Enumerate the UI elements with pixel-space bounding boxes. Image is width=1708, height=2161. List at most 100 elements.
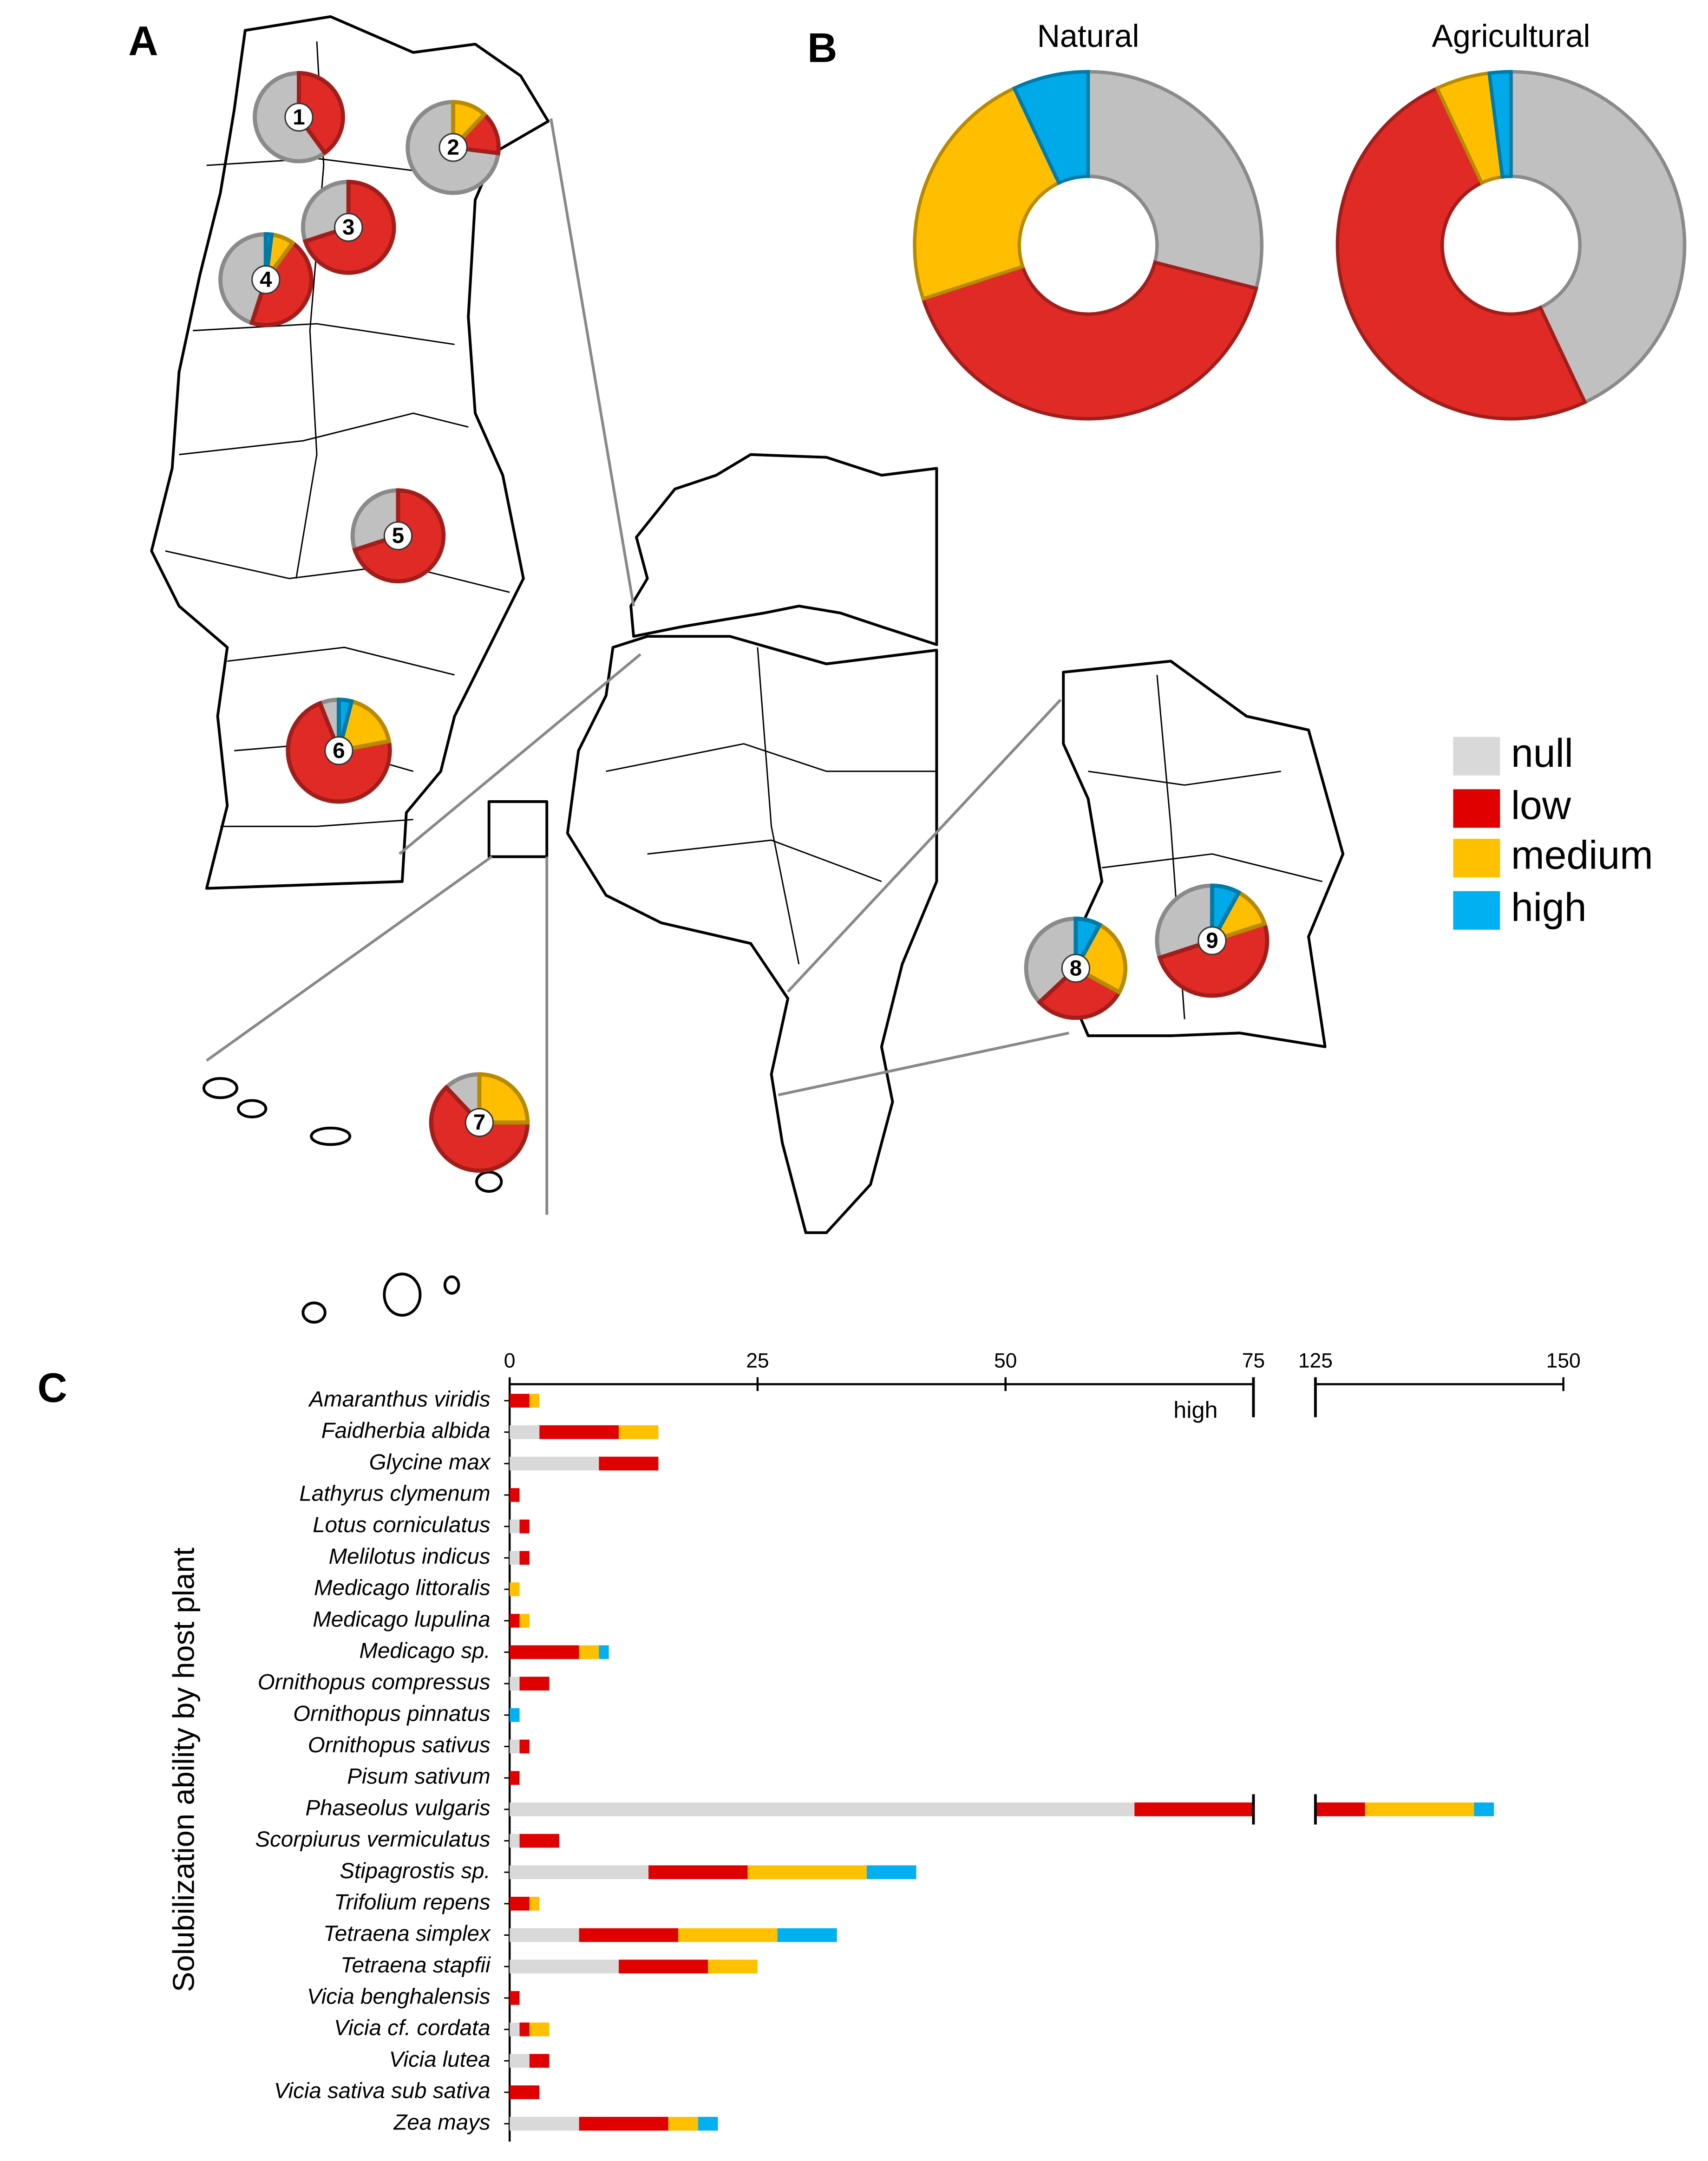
bar-segment [619, 1959, 708, 1974]
district-lines [165, 550, 510, 593]
bar-part [510, 1488, 520, 1502]
bar-segment [510, 1834, 520, 1848]
bar-segment [510, 1991, 520, 2005]
bar-segment [1134, 1802, 1365, 1816]
y-tick-label: Vicia lutea [389, 2047, 491, 2072]
bar-segment [519, 1739, 530, 1754]
island [237, 1099, 268, 1119]
y-tick-label: Pisum sativum [347, 1764, 490, 1789]
bar-part [648, 1865, 748, 1880]
donut-title: Agricultural [1432, 19, 1590, 54]
pie-wedge [218, 232, 268, 326]
bar-segment [599, 1645, 609, 1659]
y-tick-label: Vicia cf. cordata [334, 2016, 491, 2040]
pie-center [438, 133, 468, 162]
y-tick-label: Tetraena stapfii [340, 1953, 491, 1978]
bar-part [510, 1677, 520, 1691]
site-label: 5 [392, 523, 404, 548]
legend-swatch [1453, 789, 1500, 828]
bar-part [529, 2022, 550, 2037]
y-tick-label: Vicia sativa sub sativa [274, 2079, 491, 2103]
portugal-outline [150, 15, 550, 890]
y-tick-label: Lotus corniculatus [313, 1513, 490, 1537]
site-label: 8 [1070, 956, 1082, 980]
y-axis-label: Solubilization ability by host plant [167, 1547, 201, 1992]
bar-segment [510, 1456, 599, 1471]
bar-part [510, 1645, 579, 1659]
bar-segment [519, 2022, 530, 2037]
bar-segment [619, 1425, 659, 1439]
bar-segment [866, 1865, 916, 1880]
bar-segment [648, 1865, 748, 1880]
y-tick-label: Scorpiurus vermiculatus [255, 1827, 490, 1852]
bar-part [510, 1582, 520, 1596]
bar-segment [747, 1865, 867, 1880]
district-lines [179, 412, 469, 456]
bar-segment [510, 1425, 540, 1439]
y-tick-label: Melilotus indicus [329, 1544, 491, 1569]
bar-segment [510, 1645, 579, 1659]
bar-part [519, 1551, 530, 1565]
pie-wedge [336, 699, 392, 753]
legend-label: low [1511, 783, 1571, 828]
pie-wedge [913, 86, 1061, 301]
bar-part [510, 1551, 520, 1565]
bar-part [519, 1613, 530, 1628]
site-label: 7 [473, 1110, 485, 1135]
bar-segment [510, 2054, 530, 2068]
donut-title: Natural [1037, 19, 1139, 54]
x-tick-label: 150 [1546, 1350, 1581, 1372]
bar-segment [510, 1739, 520, 1754]
y-tick-label: Faidherbia albida [321, 1418, 491, 1443]
bar-segment [510, 1771, 520, 1785]
y-tick-label: Trifolium repens [334, 1890, 491, 1914]
bar-segment [510, 2116, 579, 2131]
bar-part [510, 1959, 619, 1974]
bar-segment [698, 2116, 718, 2131]
panel-label: B [807, 24, 837, 71]
bar-segment [510, 1394, 530, 1408]
island [301, 1301, 327, 1324]
bar-segment [510, 1488, 520, 1502]
bar-segment [510, 1928, 579, 1942]
country-lines [647, 839, 882, 882]
bar-part [1474, 1802, 1494, 1816]
legend-swatch [1453, 839, 1500, 878]
bar-part [510, 1928, 579, 1942]
bar-part [698, 2116, 718, 2131]
pie-wedge [1157, 921, 1270, 998]
bar-segment [510, 1613, 520, 1628]
y-tick-label: Tetraena simplex [323, 1921, 491, 1946]
connector-line [206, 855, 493, 1062]
bar-segment [519, 1519, 530, 1534]
district-lines [193, 323, 455, 346]
pie-wedge [921, 260, 1259, 421]
country-lines [606, 743, 937, 772]
y-tick-label: Lathyrus clymenum [299, 1482, 490, 1506]
x-tick-label: 0 [504, 1350, 516, 1372]
island [383, 1273, 422, 1317]
bar-part [510, 2116, 579, 2131]
legend-swatch [1453, 891, 1500, 930]
bar-part [510, 1739, 520, 1754]
pie-wedge [1012, 70, 1090, 185]
bar-part [510, 1897, 530, 1911]
bar-segment [510, 1582, 520, 1596]
bar-part [510, 1456, 599, 1471]
site-label: 1 [293, 105, 305, 130]
legend-swatch [1453, 737, 1500, 776]
bar-part [599, 1645, 609, 1659]
province-lines [1088, 770, 1281, 786]
site-label: 4 [260, 268, 272, 292]
pie-center [284, 103, 314, 132]
legend-label: medium [1511, 833, 1653, 877]
y-tick-label: Medicago sp. [359, 1639, 490, 1663]
bar-segment [519, 1551, 530, 1565]
island [202, 1077, 239, 1099]
pie-wedge [477, 1072, 530, 1125]
bar-part [539, 1425, 619, 1439]
site-label: 2 [447, 135, 459, 160]
pie-center [1198, 926, 1227, 955]
district-lines [220, 819, 413, 827]
